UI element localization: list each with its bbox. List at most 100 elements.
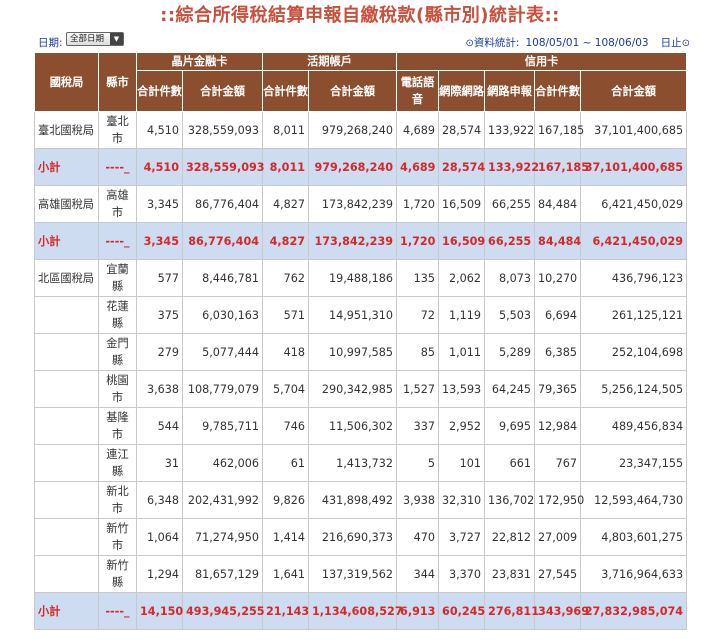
table-row: 基隆市 544 9,785,711 746 11,506,302 337 2,952 9,69… (34, 407, 688, 445)
cell-value: 60,245 (438, 592, 485, 630)
cell-value: 1,413,732 (308, 444, 398, 482)
cell-value: 979,268,240 (308, 148, 398, 186)
cell-value: 8,446,781 (181, 259, 264, 297)
tax-stats-table: 國稅局 縣市 晶片金融卡 活期帳戶 信用卡 合計件數 合計金額 合計件數 合計金… (34, 52, 688, 630)
cell-value: 261,125,121 (580, 296, 688, 334)
cell-value: 28,574 (438, 148, 485, 186)
cell-value: 1,527 (396, 370, 440, 408)
group-header-credit-card: 信用卡 (396, 52, 688, 71)
cell-value: 746 (262, 407, 310, 445)
cell-value: 101 (438, 444, 486, 482)
cell-bureau (34, 518, 99, 556)
cell-value: 3,716,964,633 (580, 555, 688, 593)
cell-value: 328,559,093 (181, 148, 265, 186)
cell-value: 344 (396, 555, 440, 593)
cell-value: 72 (396, 296, 440, 334)
cell-city: ----_ (98, 222, 137, 260)
cell-value: 167,185 (534, 111, 584, 149)
cell-value: 167,185 (534, 148, 589, 186)
table-row: 臺北國稅局 臺北市 4,510 328,559,093 8,011 979,268,240… (34, 111, 688, 149)
cell-value: 1,134,608,527 (308, 592, 403, 630)
cell-value: 9,826 (262, 481, 310, 519)
cell-value: 37,101,400,685 (580, 148, 688, 186)
cell-value: 5,077,444 (181, 333, 264, 371)
cell-value: 84,484 (534, 222, 581, 260)
cell-value: 5 (396, 444, 440, 482)
cell-value: 979,268,240 (308, 111, 398, 149)
cell-value: 27,832,985,074 (580, 592, 688, 630)
table-row: 連江縣 31 462,006 61 1,413,732 5 101 661 767 23,347,… (34, 444, 688, 482)
cell-value: 328,559,093 (181, 111, 264, 149)
cell-value: 276,811 (484, 592, 539, 630)
cell-value: 9,695 (484, 407, 536, 445)
cell-value: 3,638 (136, 370, 183, 408)
cell-value: 343,969 (534, 592, 589, 630)
cell-city: 基隆市 (98, 407, 137, 445)
header-credit-amount: 合計金額 (580, 70, 688, 112)
group-header-demand-account: 活期帳戶 (262, 52, 398, 71)
cell-value: 10,997,585 (308, 333, 398, 371)
cell-value: 337 (396, 407, 440, 445)
cell-value: 762 (262, 259, 310, 297)
cell-value: 4,803,601,275 (580, 518, 688, 556)
cell-value: 577 (136, 259, 183, 297)
cell-bureau (34, 370, 99, 408)
header-online-filing: 網路申報 (484, 70, 536, 112)
stats-info: ⊙資料統計: 108/05/01 ~ 108/06/03 日止⊙ (466, 35, 690, 50)
header-demand-amount: 合計金額 (308, 70, 398, 112)
cell-value: 6,421,450,029 (580, 222, 688, 260)
cell-bureau: 北區國稅局 (34, 259, 99, 297)
cell-value: 544 (136, 407, 183, 445)
cell-city: 桃園市 (98, 370, 137, 408)
cell-value: 4,510 (136, 148, 183, 186)
table-row: 花蓮縣 375 6,030,163 571 14,951,310 72 1,119 5,503… (34, 296, 688, 334)
header-chip-amount: 合計金額 (181, 70, 264, 112)
cell-value: 13,593 (438, 370, 486, 408)
page-title: ::綜合所得稅結算申報自繳稅款(縣市別)統計表:: (160, 5, 560, 26)
cell-bureau (34, 296, 99, 334)
cell-value: 8,011 (262, 111, 310, 149)
group-header-row: 國稅局 縣市 晶片金融卡 活期帳戶 信用卡 (34, 52, 688, 112)
cell-value: 279 (136, 333, 183, 371)
cell-value: 436,796,123 (580, 259, 688, 297)
cell-value: 19,488,186 (308, 259, 398, 297)
table-row: 桃園市 3,638 108,779,079 5,704 290,342,985 1,527… (34, 370, 688, 408)
subtotal-row: 小計 ----_ 3,345 86,776,404 4,827 173,842,239 1,… (34, 222, 688, 260)
period-label: 日期: (38, 37, 63, 49)
cell-value: 6,694 (534, 296, 582, 334)
cell-value: 1,119 (438, 296, 486, 334)
table-body: 臺北國稅局 臺北市 4,510 328,559,093 8,011 979,268,240… (34, 111, 688, 630)
cell-bureau (34, 555, 99, 593)
cell-value: 79,365 (534, 370, 582, 408)
header-demand-count: 合計件數 (262, 70, 310, 112)
cell-value: 3,938 (396, 481, 440, 519)
cell-value: 252,104,698 (580, 333, 688, 371)
subtotal-row: 小計 ----_ 14,150 493,945,255 21,143 1,134,608,… (34, 592, 688, 630)
cell-bureau: 小計 (34, 148, 99, 186)
cell-city: 新竹市 (98, 518, 137, 556)
cell-value: 133,922 (484, 148, 539, 186)
header-city: 縣市 (98, 52, 137, 112)
cell-value: 5,256,124,505 (580, 370, 688, 408)
cell-value: 27,545 (534, 555, 582, 593)
period-select[interactable]: 全部日期 ▼ (66, 32, 124, 46)
cell-value: 21,143 (262, 592, 309, 630)
cell-value: 2,952 (438, 407, 486, 445)
cell-city: 宜蘭縣 (98, 259, 137, 297)
cell-city: ----_ (98, 592, 137, 630)
cell-value: 12,593,464,730 (580, 481, 688, 519)
cell-bureau (34, 333, 99, 371)
header-phone: 電話語音 (396, 70, 440, 112)
cell-value: 16,509 (438, 222, 485, 260)
cell-bureau: 臺北國稅局 (34, 111, 99, 149)
cell-value: 172,950 (534, 481, 584, 519)
cell-value: 133,922 (484, 111, 536, 149)
table-row: 金門縣 279 5,077,444 418 10,997,585 85 1,011 5,289… (34, 333, 688, 371)
subtotal-row: 小計 ----_ 4,510 328,559,093 8,011 979,268,240 4… (34, 148, 688, 186)
cell-value: 290,342,985 (308, 370, 398, 408)
cell-value: 136,702 (484, 481, 536, 519)
cell-value: 8,011 (262, 148, 310, 186)
cell-value: 37,101,400,685 (580, 111, 688, 149)
cell-value: 571 (262, 296, 310, 334)
cell-value: 22,812 (484, 518, 536, 556)
